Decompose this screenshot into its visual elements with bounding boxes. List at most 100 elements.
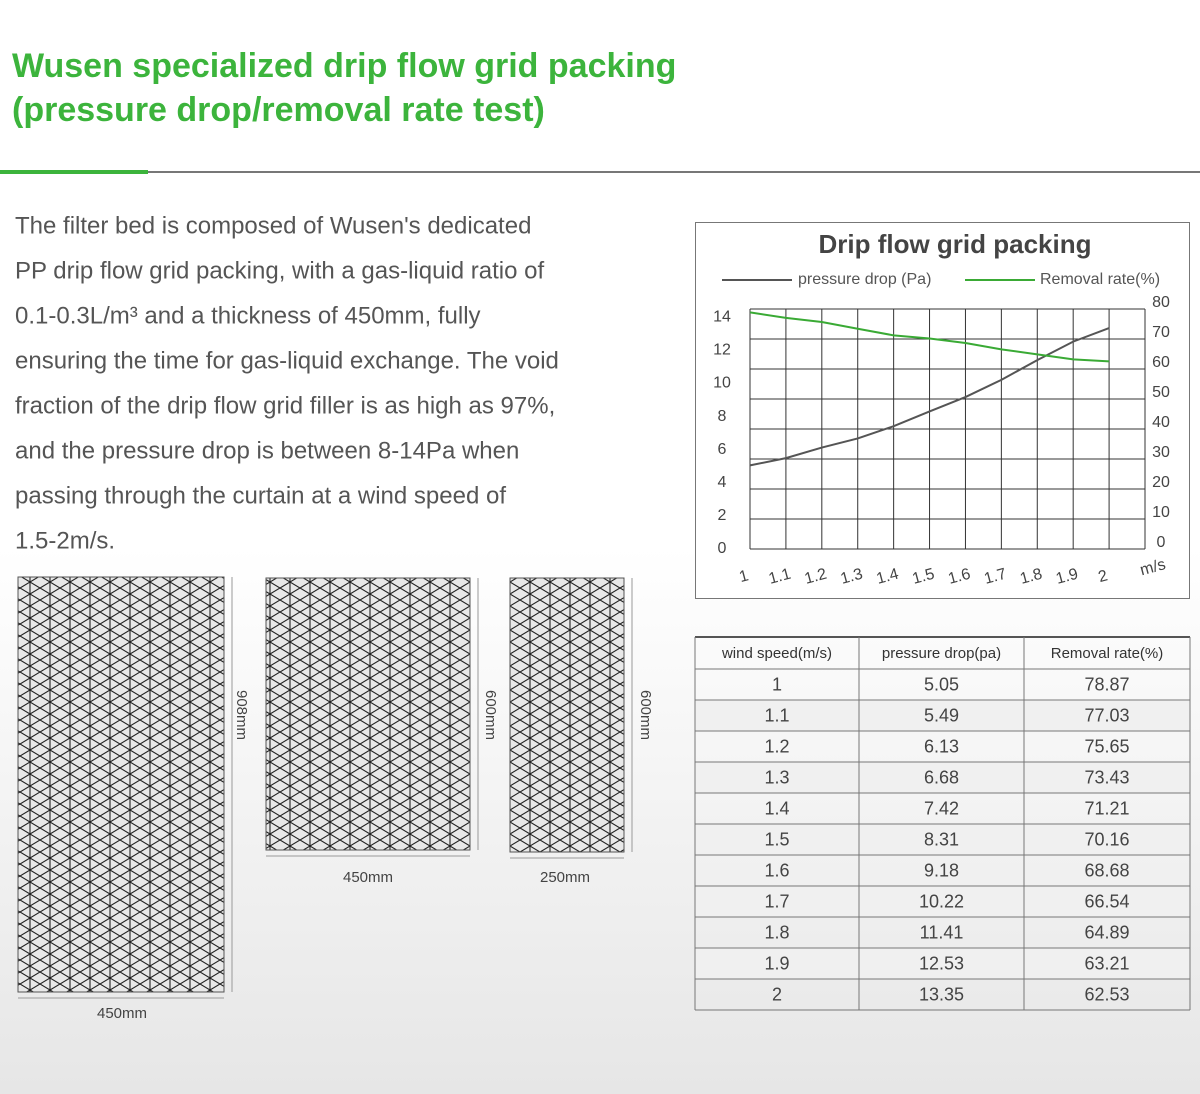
table-header: wind speed(m/s) xyxy=(721,645,832,662)
dimension-lines xyxy=(18,577,633,999)
table-cell: 7.42 xyxy=(924,798,959,818)
y-tick-label: 6 xyxy=(718,441,727,458)
body-text: PP drip flow grid packing, with a gas-li… xyxy=(15,257,544,284)
y-tick-label: 0 xyxy=(718,540,727,557)
table-cell: 63.21 xyxy=(1084,953,1129,973)
dimension-label: 908mm xyxy=(233,690,250,740)
body-text: passing through the curtain at a wind sp… xyxy=(15,482,506,509)
table-cell: 13.35 xyxy=(919,984,964,1004)
x-tick-label: 1.1 xyxy=(767,566,793,588)
rule xyxy=(148,171,1200,173)
table-cell: 77.03 xyxy=(1084,705,1129,725)
table-cell: 10.22 xyxy=(919,891,964,911)
x-tick-label: 1.4 xyxy=(875,566,901,588)
y-tick-label: 14 xyxy=(713,308,731,325)
y-tick-label: 12 xyxy=(713,342,731,359)
x-tick-label: 1.5 xyxy=(911,566,937,588)
series-line xyxy=(749,311,1110,363)
body-text: The filter bed is composed of Wusen's de… xyxy=(15,212,531,239)
x-tick-label: 1.7 xyxy=(982,566,1008,588)
dimension-label: 450mm xyxy=(343,869,393,886)
page-title: Wusen specialized drip flow grid packing xyxy=(12,47,676,85)
x-tick-label: 1.8 xyxy=(1018,566,1044,588)
y-tick-label: 10 xyxy=(713,375,731,392)
table-cell: 66.54 xyxy=(1084,891,1129,911)
table-cell: 1.9 xyxy=(764,953,789,973)
y-tick-label: 4 xyxy=(718,474,727,491)
body-text: 1.5-2m/s. xyxy=(15,527,115,554)
series-line xyxy=(749,327,1110,467)
packing-image xyxy=(17,576,225,993)
table-header: Removal rate(%) xyxy=(1051,645,1164,662)
table-cell: 1.7 xyxy=(764,891,789,911)
y-tick-label: 8 xyxy=(718,408,727,425)
chart-title: Drip flow grid packing xyxy=(818,229,1091,259)
body-text: and the pressure drop is between 8-14Pa … xyxy=(15,437,519,464)
page-title: (pressure drop/removal rate test) xyxy=(12,91,545,129)
table-cell: 71.21 xyxy=(1084,798,1129,818)
table-row-band xyxy=(695,824,1190,855)
body-text: fraction of the drip flow grid filler is… xyxy=(15,392,555,419)
table-cell: 73.43 xyxy=(1084,767,1129,787)
y2-tick-label: 20 xyxy=(1152,474,1170,491)
y2-tick-label: 30 xyxy=(1152,444,1170,461)
table-cell: 70.16 xyxy=(1084,829,1129,849)
table-cell: 2 xyxy=(772,984,782,1004)
table-cell: 68.68 xyxy=(1084,860,1129,880)
x-tick-label: 1.3 xyxy=(839,566,865,588)
table-row-band xyxy=(695,762,1190,793)
table-row-band xyxy=(695,948,1190,979)
y2-tick-label: 60 xyxy=(1152,354,1170,371)
x-tick-label: 1.6 xyxy=(946,566,972,588)
table-cell: 1.8 xyxy=(764,922,789,942)
table-cell: 1.4 xyxy=(764,798,789,818)
table-cell: 1.3 xyxy=(764,767,789,787)
legend-label: Removal rate(%) xyxy=(1040,271,1160,288)
table-cell: 8.31 xyxy=(924,829,959,849)
body-text: ensuring the time for gas-liquid exchang… xyxy=(15,347,559,374)
table-row-band xyxy=(695,700,1190,731)
table-cell: 12.53 xyxy=(919,953,964,973)
x-tick-label: 2 xyxy=(1097,567,1110,586)
table-cell: 5.49 xyxy=(924,705,959,725)
y2-tick-label: 80 xyxy=(1152,294,1170,311)
table-cell: 64.89 xyxy=(1084,922,1129,942)
table-row-band xyxy=(695,886,1190,917)
y2-tick-label: 50 xyxy=(1152,384,1170,401)
y-tick-label: 2 xyxy=(718,507,727,524)
x-tick-label: 1.9 xyxy=(1054,566,1080,588)
y2-tick-label: 10 xyxy=(1152,504,1170,521)
table-cell: 1 xyxy=(772,674,782,694)
table-header: pressure drop(pa) xyxy=(882,645,1001,662)
x-axis-label: m/s xyxy=(1138,556,1167,579)
table-cell: 1.2 xyxy=(764,736,789,756)
table-cell: 6.13 xyxy=(924,736,959,756)
table-cell: 1.6 xyxy=(764,860,789,880)
table-cell: 78.87 xyxy=(1084,674,1129,694)
body-text: 0.1-0.3L/m³ and a thickness of 450mm, fu… xyxy=(15,302,481,329)
dimension-label: 600mm xyxy=(482,690,499,740)
dimension-label: 450mm xyxy=(97,1005,147,1022)
packing-image xyxy=(509,577,625,853)
table-cell: 1.5 xyxy=(764,829,789,849)
y2-tick-label: 70 xyxy=(1152,324,1170,341)
table-cell: 6.68 xyxy=(924,767,959,787)
legend-label: pressure drop (Pa) xyxy=(798,271,931,288)
table-cell: 9.18 xyxy=(924,860,959,880)
table-cell: 75.65 xyxy=(1084,736,1129,756)
y2-tick-label: 0 xyxy=(1157,534,1166,551)
chart-frame xyxy=(695,222,1190,599)
table-cell: 1.1 xyxy=(764,705,789,725)
table-cell: 11.41 xyxy=(920,922,964,942)
dimension-label: 250mm xyxy=(540,869,590,886)
table-cell: 62.53 xyxy=(1084,984,1129,1004)
packing-image xyxy=(265,577,471,851)
accent-rule xyxy=(0,170,148,174)
table-cell: 5.05 xyxy=(924,674,959,694)
x-tick-label: 1 xyxy=(737,567,750,586)
dimension-label: 600mm xyxy=(637,690,654,740)
y2-tick-label: 40 xyxy=(1152,414,1170,431)
x-tick-label: 1.2 xyxy=(803,566,829,588)
